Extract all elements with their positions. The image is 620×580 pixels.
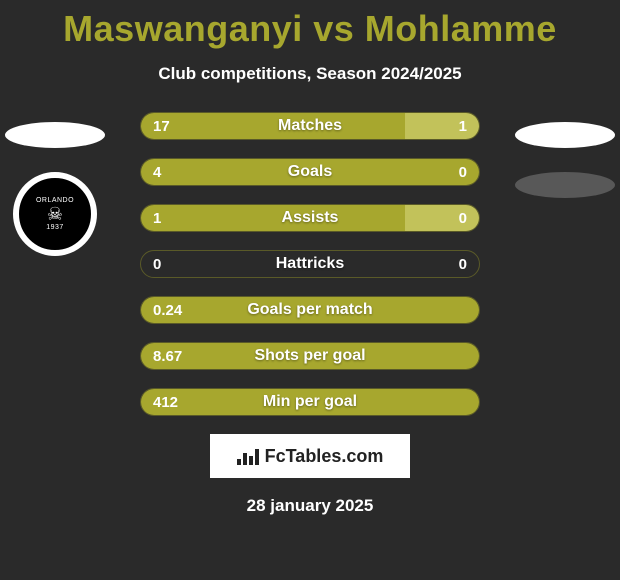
stat-label: Assists: [141, 205, 479, 231]
stat-label: Matches: [141, 113, 479, 139]
stat-row-hattricks: 00Hattricks: [140, 250, 480, 278]
stat-label: Goals: [141, 159, 479, 185]
page-title: Maswanganyi vs Mohlamme: [0, 0, 620, 50]
stat-label: Shots per goal: [141, 343, 479, 369]
stat-row-goals-per-match: 0.24Goals per match: [140, 296, 480, 324]
stat-row-goals: 40Goals: [140, 158, 480, 186]
stat-row-shots-per-goal: 8.67Shots per goal: [140, 342, 480, 370]
stat-label: Min per goal: [141, 389, 479, 415]
stat-label: Hattricks: [141, 251, 479, 277]
stats-container: 171Matches 40Goals 10Assists 00Hattricks 0.2…: [0, 112, 620, 416]
branding-badge: FcTables.com: [210, 434, 410, 478]
page-subtitle: Club competitions, Season 2024/2025: [0, 64, 620, 84]
stat-row-min-per-goal: 412Min per goal: [140, 388, 480, 416]
stat-row-assists: 10Assists: [140, 204, 480, 232]
bar-chart-icon: [237, 447, 259, 465]
stat-row-matches: 171Matches: [140, 112, 480, 140]
branding-text: FcTables.com: [265, 446, 384, 467]
stat-label: Goals per match: [141, 297, 479, 323]
report-date: 28 january 2025: [0, 496, 620, 516]
